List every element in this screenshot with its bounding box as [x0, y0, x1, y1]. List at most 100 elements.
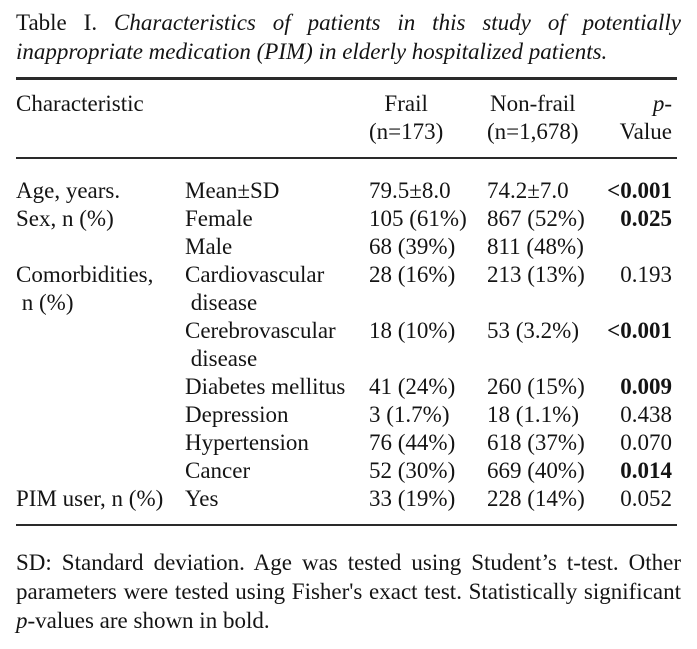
cell-frail: 79.5±8.0	[369, 178, 451, 203]
cell-subcategory: Diabetes mellitus	[185, 374, 346, 399]
cell-pvalue: 0.052	[620, 486, 672, 511]
cell-pvalue: <0.001	[607, 178, 672, 203]
cell-characteristic	[16, 401, 185, 429]
cell-nonfrail: 811 (48%)	[487, 234, 584, 259]
cell-pvalue	[603, 233, 677, 261]
table-footnote: SD: Standard deviation. Age was tested u…	[16, 548, 681, 635]
cell-nonfrail: 53 (3.2%)	[487, 318, 579, 343]
cell-frail: 3 (1.7%)	[369, 402, 450, 427]
cell-characteristic: Comorbidities,	[16, 262, 154, 287]
table-row: Depression 3 (1.7%) 18 (1.1%) 0.438	[16, 401, 677, 429]
cell-characteristic	[16, 233, 185, 261]
column-header-spacer	[185, 90, 369, 146]
table-row: Cancer 52 (30%) 669 (40%) 0.014	[16, 457, 677, 485]
table-row: Cerebrovascular 18 (10%) 53 (3.2%) <0.001	[16, 317, 677, 345]
cell-frail: 28 (16%)	[369, 262, 456, 287]
cell-subcategory: disease	[185, 346, 258, 371]
cell-frail	[369, 345, 487, 373]
column-header-characteristic: Characteristic	[16, 91, 144, 116]
footnote-line3: p-values are shown in bold.	[16, 606, 681, 635]
cell-subcategory: Cerebrovascular	[185, 318, 336, 343]
table-title-line2: inappropriate medication (PIM) in elderl…	[16, 37, 681, 66]
cell-frail: 52 (30%)	[369, 458, 456, 483]
cell-nonfrail	[487, 289, 603, 317]
frail-n-label: (n=173)	[369, 119, 444, 144]
nonfrail-n-label: (n=1,678)	[487, 119, 579, 144]
cell-frail: 105 (61%)	[369, 206, 467, 231]
cell-subcategory: Female	[185, 206, 253, 231]
cell-subcategory: Male	[185, 234, 233, 259]
cell-nonfrail: 867 (52%)	[487, 206, 585, 231]
cell-nonfrail: 18 (1.1%)	[487, 402, 579, 427]
table-row: PIM user, n (%) Yes 33 (19%) 228 (14%) 0.052	[16, 485, 677, 513]
cell-nonfrail: 74.2±7.0	[487, 178, 569, 203]
table-row: Sex, n (%) Female 105 (61%) 867 (52%) 0.025	[16, 205, 677, 233]
cell-pvalue: <0.001	[607, 318, 672, 343]
footnote-p-italic: p	[16, 608, 28, 633]
cell-nonfrail: 669 (40%)	[487, 458, 585, 483]
pvalue-rest-label: -Value	[619, 91, 672, 144]
table-row: disease	[16, 345, 677, 373]
table-number-label: Table I.	[16, 10, 98, 35]
cell-frail: 76 (44%)	[369, 430, 456, 455]
table-title-text-line1: Characteristics of patients in this stud…	[114, 10, 681, 35]
cell-pvalue: 0.014	[620, 458, 672, 483]
table-row: Diabetes mellitus 41 (24%) 260 (15%) 0.009	[16, 373, 677, 401]
table-header: Characteristic Frail (n=173) Non-frail (n=…	[16, 80, 677, 159]
table-title-line1: Table I. Characteristics of patients in …	[16, 8, 681, 37]
cell-pvalue: 0.193	[620, 262, 672, 287]
cell-pvalue: 0.025	[620, 206, 672, 231]
cell-pvalue: 0.438	[620, 402, 672, 427]
cell-subcategory: Depression	[185, 402, 289, 427]
cell-pvalue: 0.070	[620, 430, 672, 455]
cell-frail: 41 (24%)	[369, 374, 456, 399]
cell-subcategory: disease	[185, 290, 258, 315]
table-body: Age, years. Mean±SD 79.5±8.0 74.2±7.0 <0.001…	[16, 159, 677, 524]
cell-pvalue	[603, 345, 677, 373]
cell-subcategory: Hypertension	[185, 430, 309, 455]
cell-subcategory: Yes	[185, 486, 219, 511]
cell-characteristic	[16, 345, 185, 373]
cell-subcategory: Mean±SD	[185, 178, 280, 203]
footnote-line1: SD: Standard deviation. Age was tested u…	[16, 550, 681, 575]
nonfrail-label: Non-frail	[489, 91, 576, 116]
cell-characteristic	[16, 429, 185, 457]
cell-frail: 68 (39%)	[369, 234, 456, 259]
cell-frail	[369, 289, 487, 317]
cell-frail: 33 (19%)	[369, 486, 456, 511]
column-header-frail-text: Frail (n=173)	[369, 90, 443, 146]
frail-label: Frail	[384, 91, 428, 116]
cell-characteristic	[16, 317, 185, 345]
table-row: Age, years. Mean±SD 79.5±8.0 74.2±7.0 <0.001	[16, 177, 677, 205]
pvalue-p-italic: p	[652, 91, 665, 116]
table-title: Table I. Characteristics of patients in …	[16, 8, 681, 66]
column-header-pvalue: p-Value	[603, 90, 677, 146]
column-header-frail: Frail (n=173)	[369, 90, 487, 146]
table-row: Male 68 (39%) 811 (48%)	[16, 233, 677, 261]
table-row: n (%) disease	[16, 289, 677, 317]
cell-characteristic	[16, 457, 185, 485]
table-header-row: Characteristic Frail (n=173) Non-frail (n=…	[16, 90, 677, 146]
cell-nonfrail: 213 (13%)	[487, 262, 585, 287]
column-header-nonfrail: Non-frail (n=1,678)	[487, 90, 603, 146]
table-row: Hypertension 76 (44%) 618 (37%) 0.070	[16, 429, 677, 457]
patient-characteristics-table: Characteristic Frail (n=173) Non-frail (n=…	[16, 77, 677, 526]
cell-subcategory: Cancer	[185, 458, 251, 483]
cell-nonfrail	[487, 345, 603, 373]
footnote-line2: parameters were tested using Fisher's ex…	[16, 579, 681, 604]
cell-nonfrail: 618 (37%)	[487, 430, 585, 455]
cell-nonfrail: 260 (15%)	[487, 374, 585, 399]
table-title-text-line2: inappropriate medication (PIM) in elderl…	[16, 39, 608, 64]
cell-subcategory: Cardiovascular	[185, 262, 325, 287]
cell-characteristic: n (%)	[16, 290, 74, 315]
footnote-line3-rest: -values are shown in bold.	[27, 608, 270, 633]
cell-frail: 18 (10%)	[369, 318, 456, 343]
cell-characteristic: PIM user, n (%)	[16, 486, 164, 511]
column-header-nonfrail-text: Non-frail (n=1,678)	[487, 90, 579, 146]
cell-pvalue: 0.009	[620, 374, 672, 399]
table-row: Comorbidities, Cardiovascular 28 (16%) 213 …	[16, 261, 677, 289]
cell-pvalue	[603, 289, 677, 317]
cell-characteristic: Sex, n (%)	[16, 206, 114, 231]
cell-characteristic	[16, 373, 185, 401]
